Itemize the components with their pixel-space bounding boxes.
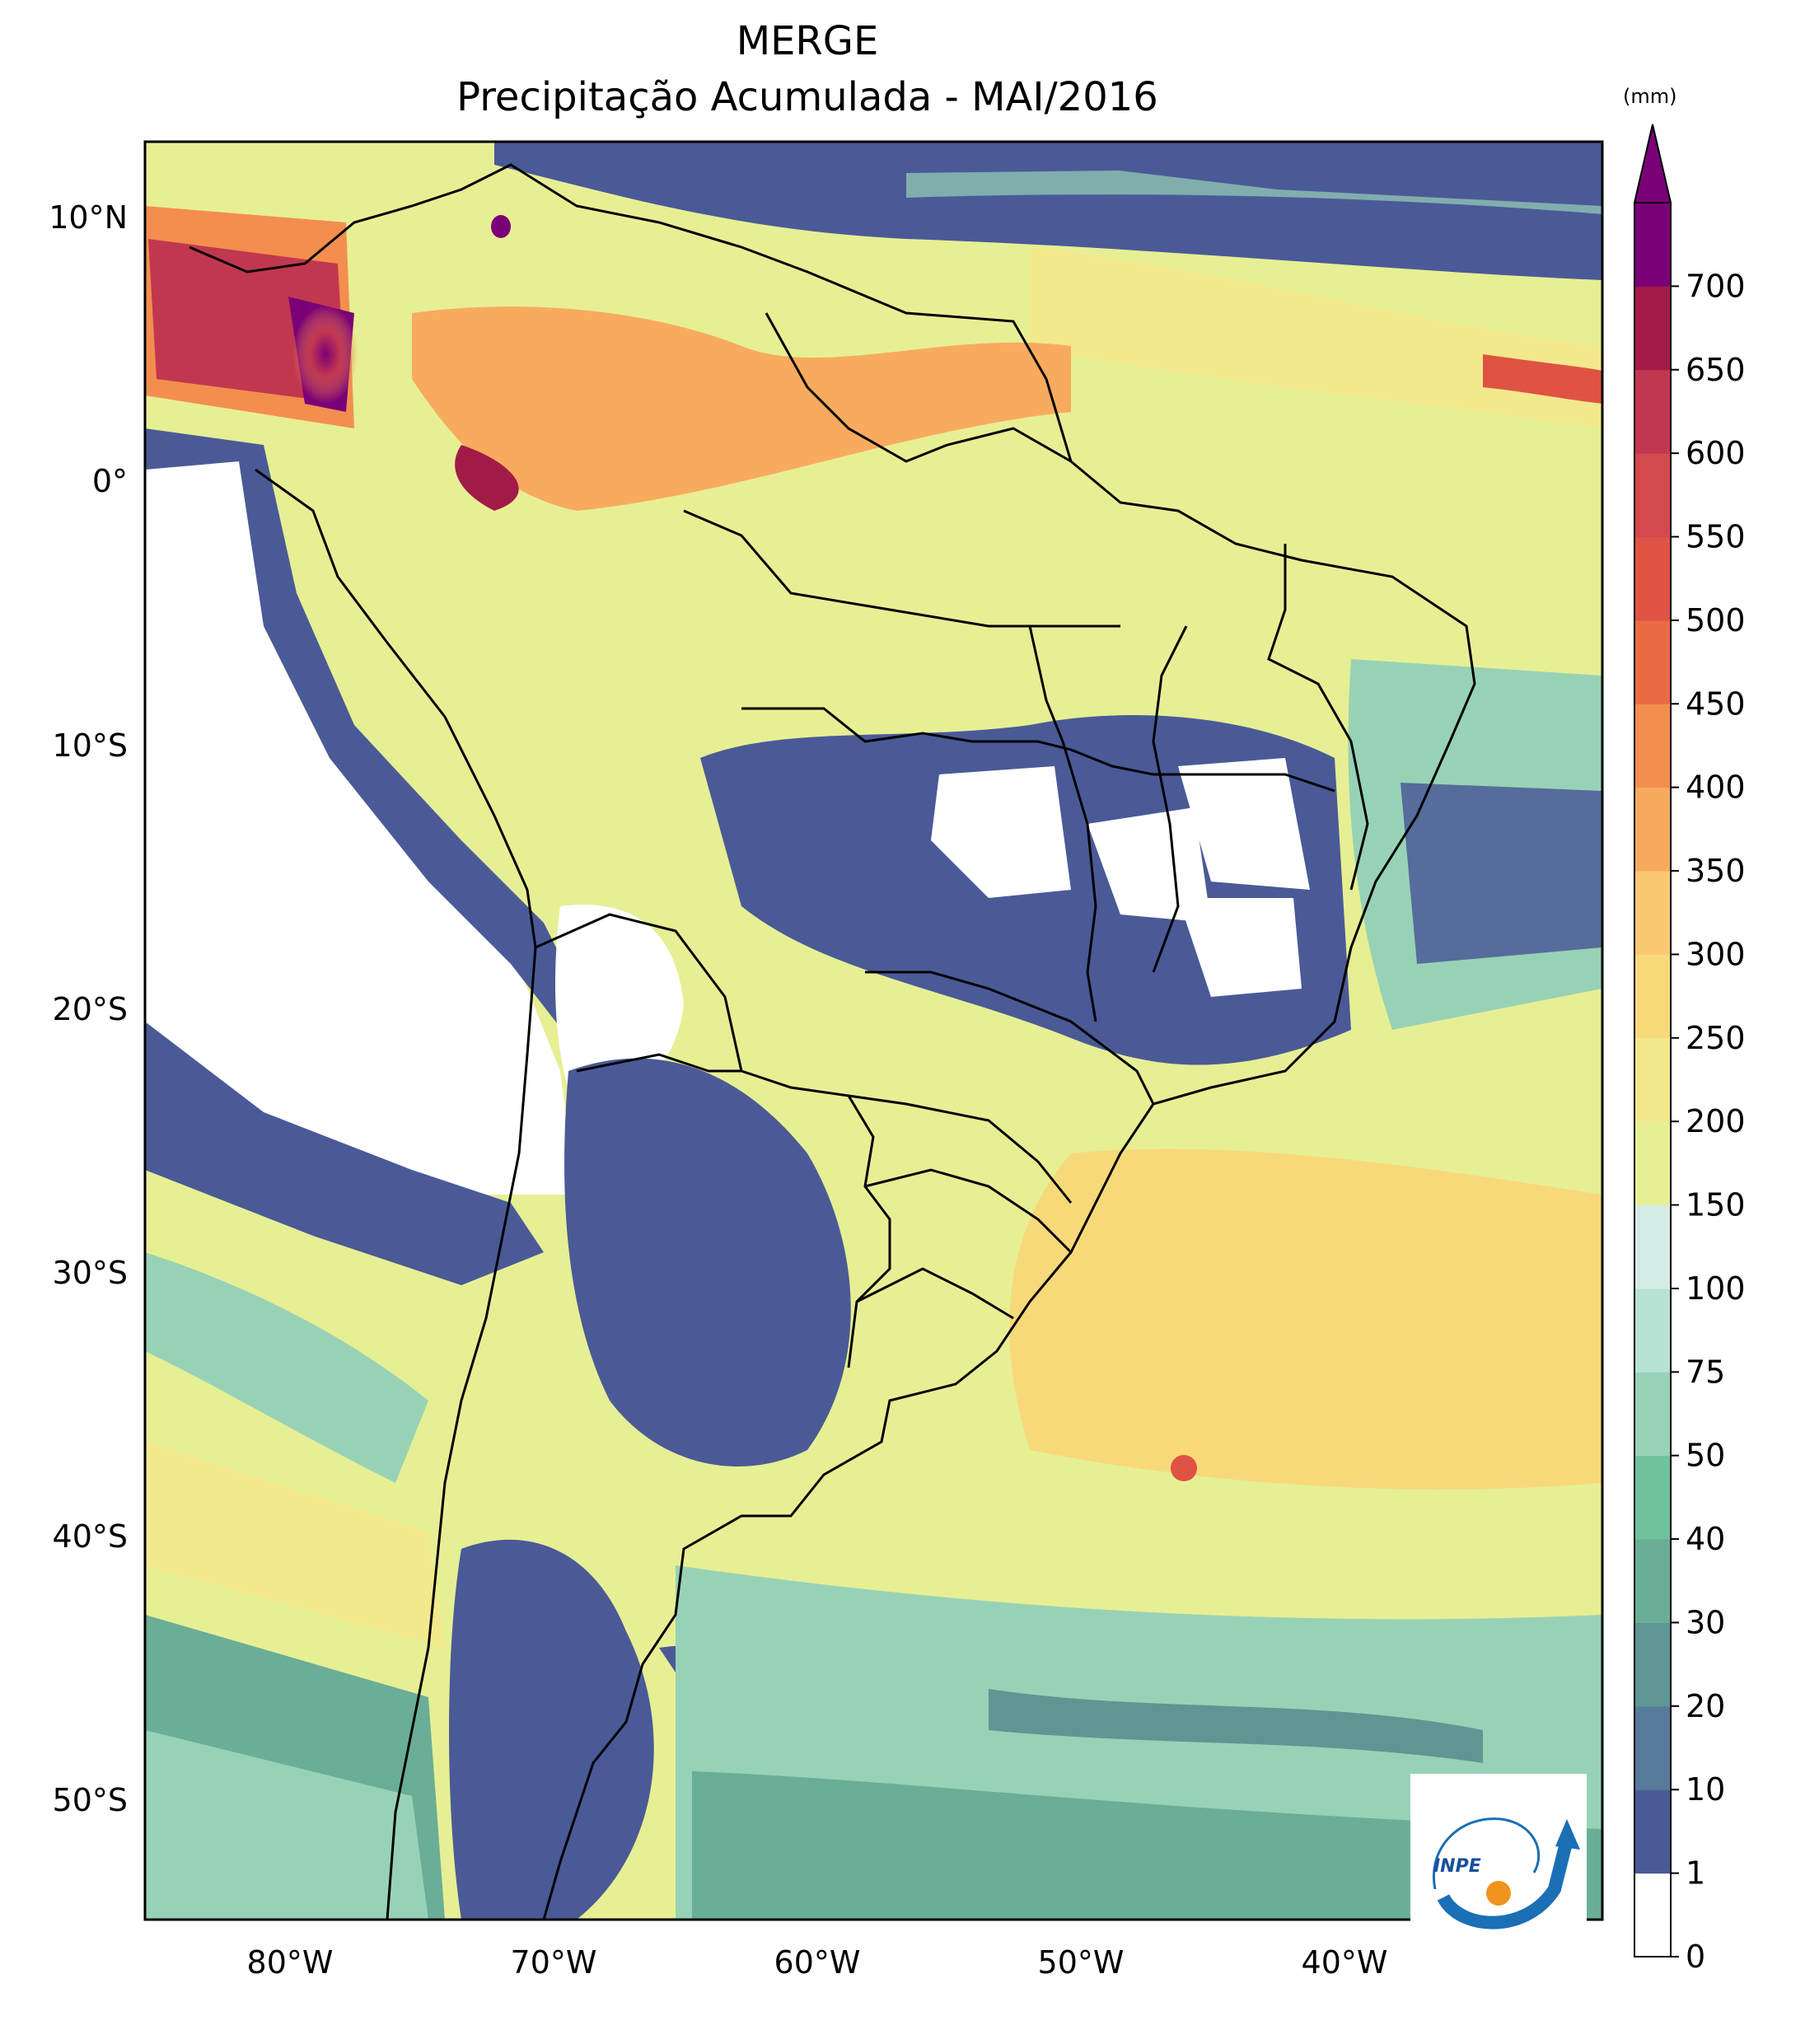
inpe-logo-icon [1433,1817,1580,1929]
map-frame [143,140,1604,1921]
colorbar-swatch [1634,286,1671,371]
colorbar-swatch [1634,1705,1671,1790]
colorbar-swatch [1634,1622,1671,1707]
chart-title: MERGE [736,18,879,64]
colorbar-unit: (mm) [1623,85,1677,108]
lat-label: 50°S [53,1782,128,1818]
lat-label: 10°S [53,727,128,764]
lat-label: 0° [92,463,128,499]
lat-label: 40°S [53,1518,128,1555]
colorbar-extend-arrow [1633,124,1672,203]
colorbar-swatch [1634,704,1671,788]
colorbar-label: 75 [1686,1354,1725,1390]
colorbar-label: 0 [1686,1939,1705,1975]
colorbar-swatch [1634,954,1671,1039]
colorbar-label: 500 [1686,602,1746,638]
precipitation-field [145,142,1602,1920]
colorbar-label: 450 [1686,685,1746,722]
colorbar-label: 250 [1686,1020,1746,1056]
colorbar-swatch [1634,203,1671,287]
colorbar-label: 40 [1686,1521,1725,1557]
inpe-logo: INPE [1410,1774,1587,1947]
colorbar-label: 200 [1686,1103,1746,1139]
colorbar-swatch [1634,871,1671,955]
colorbar-swatch [1634,1204,1671,1289]
colorbar-label: 100 [1686,1270,1746,1307]
colorbar-swatch [1634,1037,1671,1122]
colorbar-swatch [1634,1789,1671,1874]
colorbar-label: 400 [1686,769,1746,806]
lon-label: 60°W [774,1944,861,1981]
colorbar-label: 150 [1686,1187,1746,1223]
colorbar-label: 20 [1686,1688,1725,1724]
colorbar-swatch [1634,1539,1671,1623]
colorbar-swatch [1634,1288,1671,1373]
colorbar: 0 1 10 20 30 40 50 75 100 150 200 250 300 350 400 450 50… [1633,124,1746,1975]
lon-label: 50°W [1038,1944,1125,1981]
lat-label: 20°S [53,991,128,1027]
latitude-labels: 10°N 0° 10°S 20°S 30°S 40°S 50°S [49,199,128,1818]
lat-label: 10°N [49,199,128,236]
colorbar-label: 700 [1686,268,1746,304]
lat-label: 30°S [53,1255,128,1291]
colorbar-label: 600 [1686,435,1746,471]
colorbar-label: 10 [1686,1771,1725,1808]
colorbar-swatch [1634,536,1671,621]
colorbar-swatch [1634,369,1671,454]
colorbar-label: 650 [1686,352,1746,388]
country-borders [189,163,1476,1920]
colorbar-swatch [1634,1372,1671,1457]
colorbar-swatch [1634,620,1671,704]
colorbar-label: 550 [1686,519,1746,555]
colorbar-label: 50 [1686,1438,1725,1474]
colorbar-label: 30 [1686,1604,1725,1640]
colorbar-swatch [1634,1455,1671,1540]
colorbar-outline [1634,202,1672,1957]
longitude-labels: 80°W 70°W 60°W 50°W 40°W [247,1944,1388,1981]
lon-label: 80°W [247,1944,334,1981]
colorbar-swatch [1634,1121,1671,1206]
lon-label: 70°W [511,1944,597,1981]
colorbar-swatch [1634,1873,1671,1957]
colorbar-swatch [1634,787,1671,872]
colorbar-label: 1 [1686,1855,1705,1892]
inpe-logo-text: INPE [1433,1856,1481,1877]
colorbar-label: 300 [1686,936,1746,972]
lon-label: 40°W [1302,1944,1388,1981]
chart-subtitle: Precipitação Acumulada - MAI/2016 [456,74,1158,120]
colorbar-label: 350 [1686,853,1746,889]
colorbar-swatch [1634,453,1671,538]
